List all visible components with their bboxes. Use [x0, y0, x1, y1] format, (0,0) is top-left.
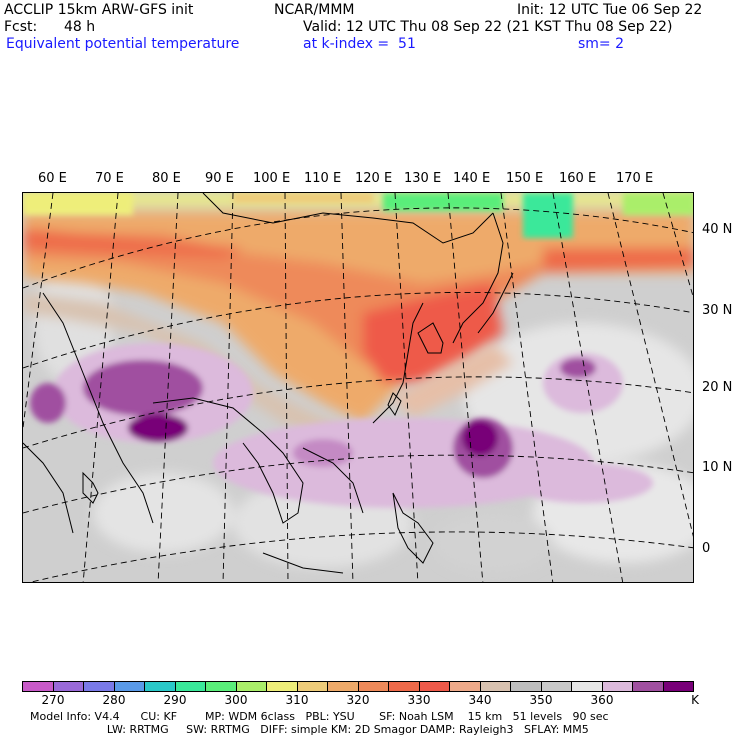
colorbar-swatch [23, 682, 54, 691]
colorbar-swatch [328, 682, 359, 691]
theta-e-field [23, 193, 693, 582]
valid-time: Valid: 12 UTC Thu 08 Sep 22 (21 KST Thu … [303, 19, 673, 35]
colorbar-swatch [84, 682, 115, 691]
lon-label-130e: 130 E [404, 171, 442, 186]
coastlines [23, 193, 514, 574]
lat-label-40n: 40 N [702, 222, 733, 237]
colorbar-tick-270: 270 [41, 693, 65, 707]
colorbar-swatch [419, 682, 450, 691]
colorbar-swatch [206, 682, 237, 691]
colorbar-swatch [53, 682, 84, 691]
lon-label-140e: 140 E [453, 171, 491, 186]
transition-band [23, 293, 513, 448]
lon-label-120e: 120 E [355, 171, 393, 186]
lon-label-170e: 170 E [616, 171, 654, 186]
colorbar-swatch [297, 682, 328, 691]
lon-label-60e: 60 E [38, 171, 67, 186]
colorbar-tick-330: 330 [407, 693, 431, 707]
colorbar-swatch [663, 682, 693, 691]
smoothing-label: sm= 2 [578, 36, 625, 52]
moist-purple-regions [30, 343, 653, 508]
lon-label-110e: 110 E [304, 171, 342, 186]
model-title: ACCLIP 15km ARW-GFS init [4, 2, 194, 18]
lon-label-150e: 150 E [506, 171, 544, 186]
colorbar-tick-350: 350 [529, 693, 553, 707]
model-info-line1: Model Info: V4.4 CU: KF MP: WDM 6class P… [30, 710, 609, 723]
colorbar [22, 681, 694, 692]
lon-label-70e: 70 E [95, 171, 124, 186]
level-label: at k-index = 51 [303, 36, 416, 52]
northern-rim [23, 193, 693, 238]
field-name: Equivalent potential temperature [6, 36, 240, 52]
map-panel [22, 192, 694, 583]
colorbar-swatch [450, 682, 481, 691]
colorbar-swatch [541, 682, 572, 691]
colorbar-tick-340: 340 [468, 693, 492, 707]
colorbar-swatch [175, 682, 206, 691]
colorbar-swatch [267, 682, 298, 691]
colorbar-swatch [602, 682, 633, 691]
colorbar-unit: K [691, 693, 699, 707]
lon-label-90e: 90 E [205, 171, 234, 186]
colorbar-swatch [145, 682, 176, 691]
colorbar-swatch [633, 682, 664, 691]
colorbar-swatch [511, 682, 542, 691]
colorbar-tick-320: 320 [346, 693, 370, 707]
colorbar-swatch [236, 682, 267, 691]
colorbar-swatch [480, 682, 511, 691]
lon-label-100e: 100 E [253, 171, 291, 186]
lat-label-20n: 20 N [702, 380, 733, 395]
init-time: Init: 12 UTC Tue 06 Sep 22 [517, 2, 703, 18]
colorbar-swatch [572, 682, 603, 691]
forecast-hours: 48 h [64, 19, 96, 35]
lat-label-equator: 0 [702, 541, 711, 556]
model-info-line2: LW: RRTMG SW: RRTMG DIFF: simple KM: 2D … [30, 723, 589, 736]
lon-label-160e: 160 E [559, 171, 597, 186]
colorbar-swatch [114, 682, 145, 691]
forecast-label: Fcst: [4, 19, 38, 35]
colorbar-swatch [389, 682, 420, 691]
center-label: NCAR/MMM [274, 2, 355, 18]
colorbar-tick-310: 310 [285, 693, 309, 707]
colorbar-swatch [358, 682, 389, 691]
lat-label-10n: 10 N [702, 460, 733, 475]
colorbar-tick-280: 280 [102, 693, 126, 707]
colorbar-tick-300: 300 [224, 693, 248, 707]
colorbar-tick-290: 290 [163, 693, 187, 707]
lon-label-80e: 80 E [152, 171, 181, 186]
colorbar-tick-360: 360 [590, 693, 614, 707]
lat-label-30n: 30 N [702, 303, 733, 318]
graticule [23, 193, 693, 582]
